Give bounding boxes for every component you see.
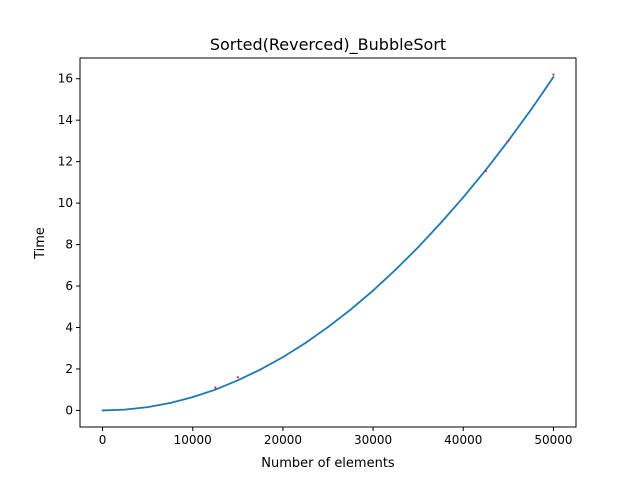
plot-area: 0 10000 20000 30000 40000 50000 0 2 4 6 8 10 12 14 16 <box>58 57 577 447</box>
x-tick-label: 20000 <box>264 433 302 447</box>
x-tick-label: 30000 <box>354 433 392 447</box>
error-point <box>552 73 555 76</box>
error-point <box>214 386 217 389</box>
y-tick-label: 2 <box>65 362 73 376</box>
data-point <box>259 368 262 371</box>
data-point <box>214 388 217 391</box>
y-tick-label: 12 <box>58 155 73 169</box>
series-line <box>102 76 555 412</box>
data-point <box>282 356 284 359</box>
axes-frame <box>79 57 577 428</box>
data-point <box>101 409 104 412</box>
data-point <box>417 246 420 249</box>
data-point <box>439 222 442 224</box>
error-point <box>236 376 239 379</box>
y-axis-label: Time <box>33 227 48 260</box>
data-point <box>191 396 194 399</box>
y-tick-label: 14 <box>58 113 73 127</box>
data-point <box>349 308 352 311</box>
data-point <box>304 342 307 344</box>
x-tick-label: 0 <box>99 433 107 447</box>
x-tick-label: 10000 <box>174 433 212 447</box>
y-tick-label: 10 <box>58 196 73 210</box>
data-point <box>327 326 329 328</box>
data-point <box>236 379 239 382</box>
data-point <box>462 196 465 199</box>
x-tick-label: 40000 <box>444 433 482 447</box>
data-point <box>552 76 555 78</box>
x-tick-label: 50000 <box>534 433 572 447</box>
data-point <box>146 406 149 408</box>
chart-title: Sorted(Reverced)_BubbleSort <box>210 35 446 55</box>
y-tick-label: 0 <box>65 403 73 417</box>
y-tick-label: 4 <box>65 320 73 334</box>
data-point <box>530 108 532 111</box>
data-point <box>169 402 172 404</box>
data-point <box>394 268 397 271</box>
y-tick-label: 6 <box>65 279 73 293</box>
y-tick-label: 8 <box>65 238 73 252</box>
error-point <box>507 139 510 143</box>
y-tick-label: 16 <box>58 72 73 86</box>
data-point <box>372 289 374 292</box>
error-point <box>484 169 487 173</box>
x-axis-label: Number of elements <box>261 456 395 471</box>
data-point <box>124 408 126 411</box>
